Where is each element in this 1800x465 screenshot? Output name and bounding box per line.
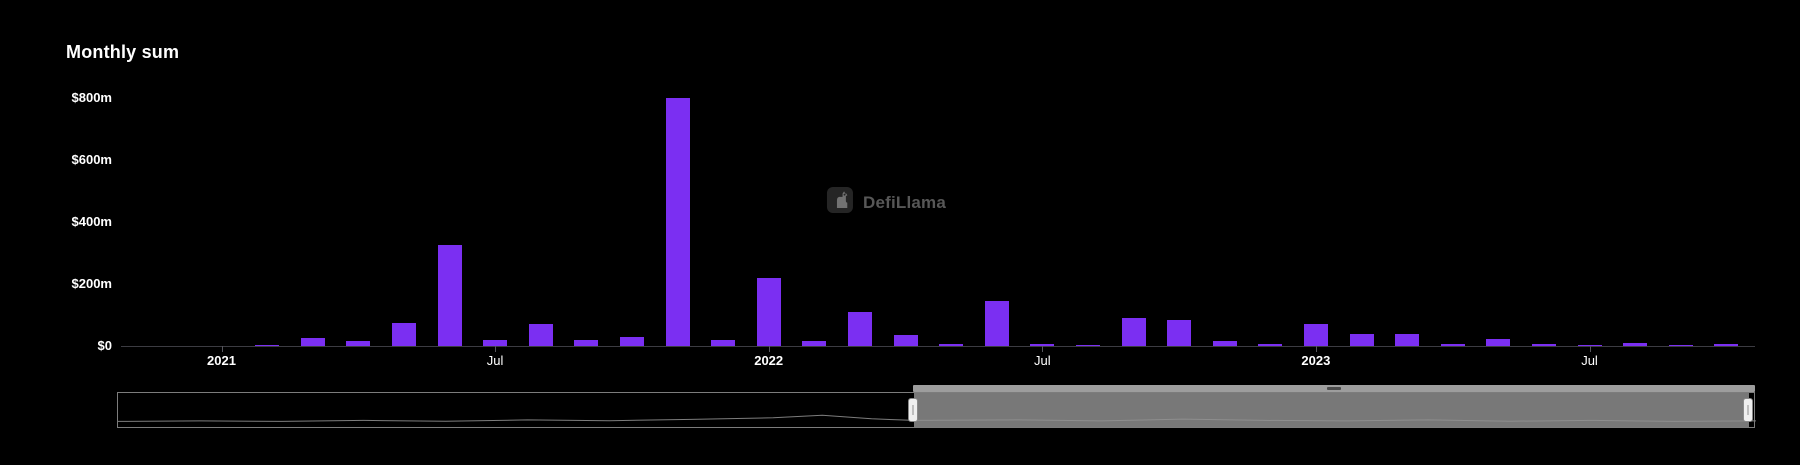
bar-2023-08[interactable] [1623,343,1648,346]
bar-2021-05[interactable] [391,323,416,346]
bar-2022-02[interactable] [802,341,827,346]
bar-2021-08[interactable] [528,324,553,346]
y-axis-label: $800m [71,90,112,105]
y-axis-label: $400m [71,214,112,229]
bar-2023-06[interactable] [1531,344,1556,346]
y-axis-label: $600m [71,152,112,167]
bar-2023-01[interactable] [1303,324,1328,346]
defillama-logo-icon [826,186,854,219]
x-axis-tick [221,346,223,352]
x-axis-label: 2022 [754,353,784,368]
y-axis-label: $0 [97,338,112,353]
bar-2022-08[interactable] [1075,345,1100,346]
bar-2023-10[interactable] [1714,344,1739,346]
datazoom-slider[interactable] [117,392,1756,428]
x-axis-label: Jul [486,353,504,368]
bar-2022-04[interactable] [893,335,918,346]
x-axis-tick [768,346,770,352]
x-axis-label: 2023 [1301,353,1331,368]
x-axis-tick [1042,346,1044,352]
x-axis-line [121,346,1755,347]
bar-2021-12[interactable] [711,340,736,346]
datazoom-left-handle[interactable] [908,398,919,422]
bar-2023-03[interactable] [1395,334,1420,346]
bar-2022-06[interactable] [984,301,1009,346]
bar-2022-01[interactable] [756,278,781,346]
bar-2021-07[interactable] [483,340,508,346]
bar-2022-03[interactable] [847,312,872,346]
defillama-watermark: DefiLlama [826,186,946,219]
x-axis-label: Jul [1033,353,1051,368]
watermark-label: DefiLlama [862,192,947,212]
bar-2021-06[interactable] [437,245,462,346]
y-axis-label: $200m [71,276,112,291]
datazoom-grip-icon [1327,387,1342,390]
bar-2021-11[interactable] [665,98,690,346]
bar-2022-11[interactable] [1212,341,1237,346]
x-axis-tick [495,346,497,352]
bar-2021-10[interactable] [619,337,644,346]
x-axis-tick [1589,346,1591,352]
x-axis-tick [1315,346,1317,352]
bar-2023-09[interactable] [1668,345,1693,346]
bar-2023-04[interactable] [1440,344,1465,346]
bar-2021-09[interactable] [574,340,599,346]
bar-2021-02[interactable] [255,345,280,346]
bar-2023-02[interactable] [1349,334,1374,346]
x-axis-label: 2021 [207,353,236,368]
bar-2021-04[interactable] [346,341,371,346]
bar-2021-03[interactable] [300,338,325,346]
bar-2022-10[interactable] [1167,320,1192,346]
bar-2022-07[interactable] [1030,344,1055,346]
datazoom-move-handle[interactable] [913,385,1755,392]
bar-2022-09[interactable] [1121,318,1146,346]
bar-2022-05[interactable] [939,344,964,346]
bar-2023-07[interactable] [1577,345,1602,346]
bar-2022-12[interactable] [1258,344,1283,346]
datazoom-selected-window[interactable] [914,393,1750,427]
x-axis-label: Jul [1581,353,1598,368]
datazoom-right-handle[interactable] [1743,398,1754,422]
bar-2023-05[interactable] [1486,339,1511,346]
chart-title: Monthly sum [66,42,180,62]
